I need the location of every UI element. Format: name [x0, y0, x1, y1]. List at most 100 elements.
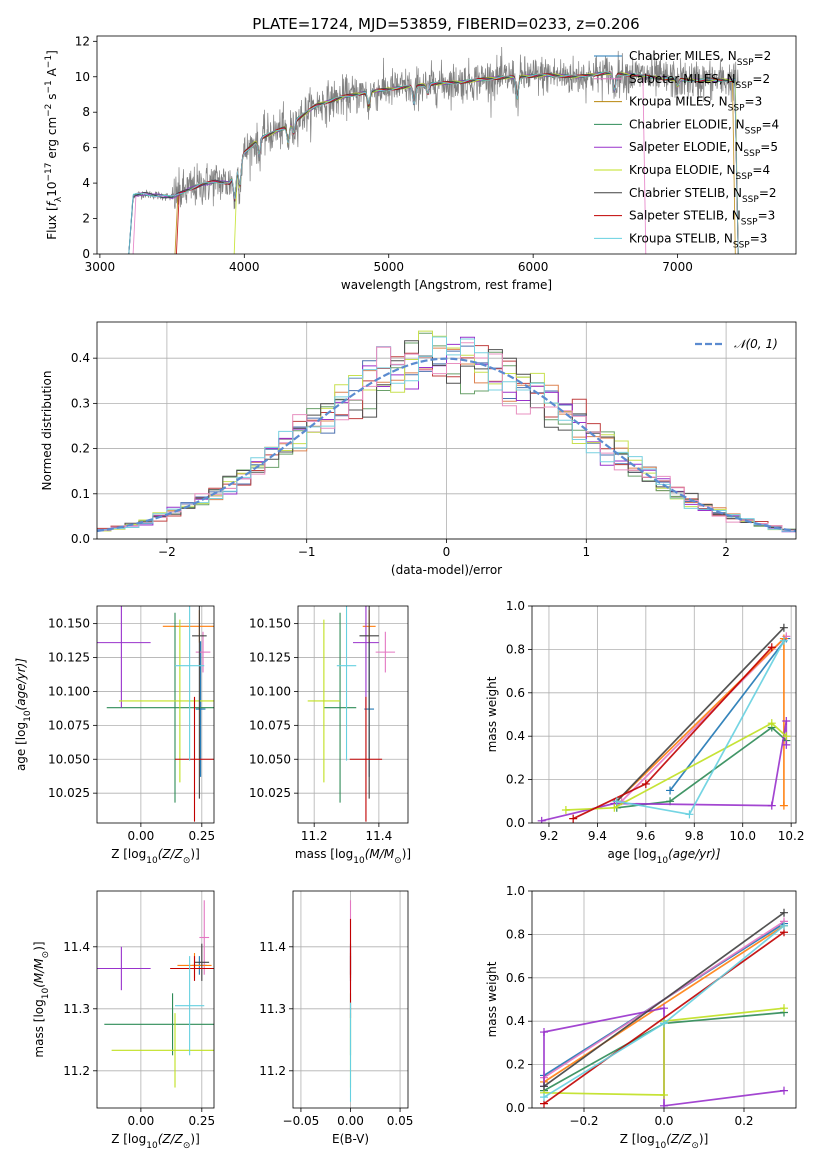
y-tick-label: 10.100	[249, 684, 291, 698]
legend-entry-4: Salpeter ELODIE, NSSP=5	[629, 140, 778, 159]
weight-marker-4-4	[782, 740, 791, 749]
y-tick-label: 10.150	[48, 617, 90, 631]
x-tick-label: 10.2	[778, 829, 805, 843]
x-axis-label: mass [log10(M/M⊙)]	[295, 847, 411, 866]
weight-vs-age-panel: 9.2 9.4 9.6 9.8 10.0 10.2 0.0 0.2 0.4 0.6 0.8 1.0 ma…	[485, 599, 805, 866]
histogram-series-7	[97, 342, 796, 531]
y-tick-label: 11.4	[63, 940, 90, 954]
y-tick-label: 10	[75, 70, 90, 84]
mass-vs-ebv-panel: −0.05 0.00 0.05 11.2 11.3 11.4 E(B-V)	[259, 890, 413, 1146]
weight-marker-4-4	[780, 1086, 788, 1095]
legend-entry-1: Salpeter MILES, NSSP=2	[629, 72, 770, 91]
y-tick-label: 12	[75, 34, 90, 48]
y-tick-label: 0.0	[506, 816, 525, 830]
x-tick-label: 9.6	[636, 829, 655, 843]
y-tick-label: 0.2	[71, 442, 90, 456]
weight-line-6	[616, 627, 785, 802]
y-tick-label: 4	[82, 176, 90, 190]
x-tick-label: −0.2	[569, 1114, 598, 1128]
y-tick-label: 0.2	[506, 1058, 525, 1072]
x-tick-label: 3000	[85, 260, 116, 274]
weight-marker-6-1	[780, 908, 788, 917]
weight-marker-5-1	[660, 1090, 668, 1099]
y-tick-label: 0.1	[71, 487, 90, 501]
axes-frame	[96, 605, 215, 824]
weight-marker-6-1	[779, 623, 788, 632]
y-tick-label: 11.2	[259, 1064, 286, 1078]
x-tick-label: 0.25	[188, 1114, 215, 1128]
y-axis-label: Flux [fλ10−17 erg cm−2 s−1 A−1]	[44, 50, 64, 240]
x-tick-label: 1	[582, 545, 590, 559]
weight-marker-4-3	[782, 717, 791, 726]
y-axis-label: mass [log10(M/M⊙)]	[32, 941, 51, 1057]
y-axis-label: mass weight	[485, 676, 499, 752]
y-tick-label: 11.3	[63, 1002, 90, 1016]
y-tick-label: 0.0	[71, 532, 90, 546]
x-tick-label: 7000	[662, 260, 693, 274]
x-tick-label: 0.0	[654, 1114, 673, 1128]
legend-entry-0: Chabrier MILES, NSSP=2	[629, 49, 771, 68]
y-tick-label: 1.0	[506, 884, 525, 898]
axes-frame	[96, 35, 797, 255]
y-tick-label: 11.4	[259, 940, 286, 954]
y-tick-label: 0.2	[506, 773, 525, 787]
axes-frame	[96, 890, 215, 1109]
spectrum-panel: 3000 4000 5000 6000 7000 0 2 4 6 8 10 12 wavelength …	[44, 34, 797, 292]
plot-area	[97, 330, 796, 533]
age-vs-metallicity-panel: 0.00 0.25 10.025 10.050 10.075 10.100 10.125 10…	[14, 605, 215, 866]
axes-frame	[96, 321, 797, 540]
legend-entry-8: Kroupa STELIB, NSSP=3	[629, 231, 767, 250]
x-axis-label: Z [log10(Z/Z⊙)]	[111, 847, 200, 866]
plot-area	[97, 606, 214, 822]
weight-marker-8-1	[660, 1019, 668, 1028]
weight-line-7	[543, 931, 785, 1105]
y-tick-label: 10.150	[249, 617, 291, 631]
y-tick-label: 10.025	[249, 786, 291, 800]
weight-line-0	[669, 637, 787, 792]
x-axis-label: wavelength [Angstrom, rest frame]	[341, 278, 552, 292]
weight-marker-0-0	[666, 786, 675, 795]
legend-entry-7: Salpeter STELIB, NSSP=3	[629, 209, 775, 228]
legend-entry-6: Chabrier STELIB, NSSP=2	[629, 186, 777, 205]
y-tick-label: 10.050	[249, 752, 291, 766]
y-tick-label: 8	[82, 105, 90, 119]
weight-marker-8-2	[780, 921, 788, 930]
plot-area	[537, 623, 791, 823]
weight-line-5	[565, 722, 787, 811]
x-tick-label: 5000	[373, 260, 404, 274]
weight-vs-metallicity-panel: −0.2 0.0 0.2 0.0 0.2 0.4 0.6 0.8 1.0 mass weight Z…	[485, 884, 797, 1151]
axes-frame	[297, 605, 409, 824]
legend-label: 𝒩(0, 1)	[734, 337, 778, 351]
normal-curve	[97, 357, 796, 533]
x-tick-label: 0.00	[128, 1114, 155, 1128]
x-axis-label: Z [log10(Z/Z⊙)]	[620, 1132, 709, 1151]
weight-marker-8-2	[779, 636, 788, 645]
y-tick-label: 0.4	[506, 729, 525, 743]
y-tick-label: 1.0	[506, 599, 525, 613]
y-tick-label: 6	[82, 141, 90, 155]
residuals-panel: −2 −1 0 1 2 0.0 0.1 0.2 0.3 0.4 (data-model)/error…	[40, 321, 797, 577]
weight-marker-7-2	[767, 643, 776, 652]
x-axis-label: (data-model)/error	[391, 563, 502, 577]
weight-line-3	[616, 726, 787, 809]
axes-frame	[531, 605, 797, 824]
y-tick-label: 0	[82, 247, 90, 261]
weight-marker-8-0	[612, 797, 621, 806]
weight-marker-5-2	[767, 719, 776, 728]
x-tick-label: 10.0	[729, 829, 756, 843]
y-tick-label: 0.4	[71, 351, 90, 365]
x-tick-label: 9.4	[588, 829, 607, 843]
weight-line-2	[543, 924, 785, 1083]
weight-line-8	[616, 640, 785, 816]
weight-line-6	[543, 912, 785, 1087]
histogram-series-8	[97, 336, 796, 532]
weight-marker-6-0	[540, 1082, 548, 1091]
legend-entry-3: Chabrier ELODIE, NSSP=4	[629, 117, 779, 136]
axes-frame	[292, 890, 409, 1109]
x-tick-label: −0.05	[283, 1114, 320, 1128]
y-tick-label: 0.8	[506, 642, 525, 656]
y-tick-label: 0.6	[506, 971, 525, 985]
weight-marker-4-2	[660, 1004, 668, 1013]
y-tick-label: 10.025	[48, 786, 90, 800]
